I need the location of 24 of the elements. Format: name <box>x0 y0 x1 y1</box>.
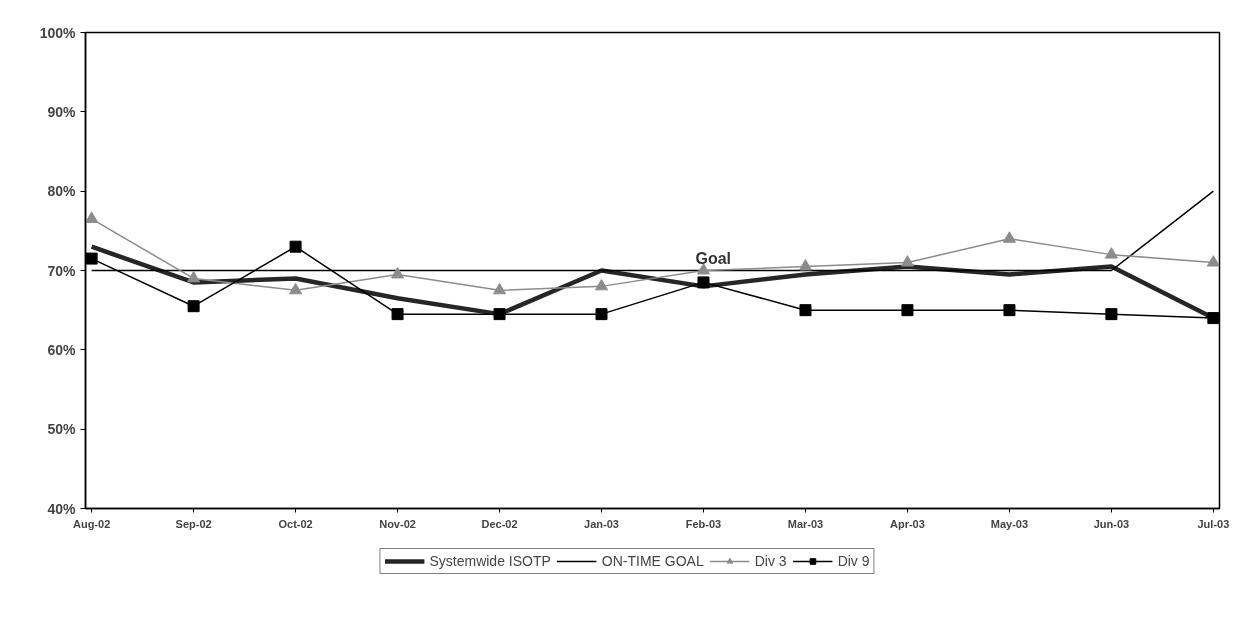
annotation: Goal <box>695 249 732 267</box>
x-tick-label: Jul-03 <box>1197 517 1230 530</box>
y-tick-label: 60% <box>47 341 77 358</box>
x-tick-label: Feb-03 <box>685 517 722 530</box>
legend-label: ON-TIME GOAL <box>601 553 704 569</box>
y-tick-label: 80% <box>47 183 77 200</box>
legend-label: Div 9 <box>837 553 870 569</box>
x-tick-label: Apr-03 <box>890 517 925 530</box>
x-tick-label: Nov-02 <box>379 517 416 530</box>
y-tick-label: 100% <box>39 24 77 41</box>
y-tick-label: 50% <box>47 421 77 438</box>
x-tick-label: Sep-02 <box>175 517 212 530</box>
y-tick-label: 70% <box>47 262 77 279</box>
legend-label: Div 3 <box>754 553 787 569</box>
x-tick-label: May-03 <box>990 517 1029 530</box>
y-tick-label: 40% <box>47 500 77 517</box>
x-tick-label: Dec-02 <box>481 517 518 530</box>
y-tick-label: 90% <box>47 103 77 120</box>
x-tick-label: Jun-03 <box>1093 517 1130 530</box>
x-tick-label: Oct-02 <box>278 517 313 530</box>
x-tick-label: Mar-03 <box>787 517 824 530</box>
x-tick-label: Jan-03 <box>584 517 619 530</box>
legend-label: Systemwide ISOTP <box>429 553 551 569</box>
x-tick-label: Aug-02 <box>72 517 111 530</box>
